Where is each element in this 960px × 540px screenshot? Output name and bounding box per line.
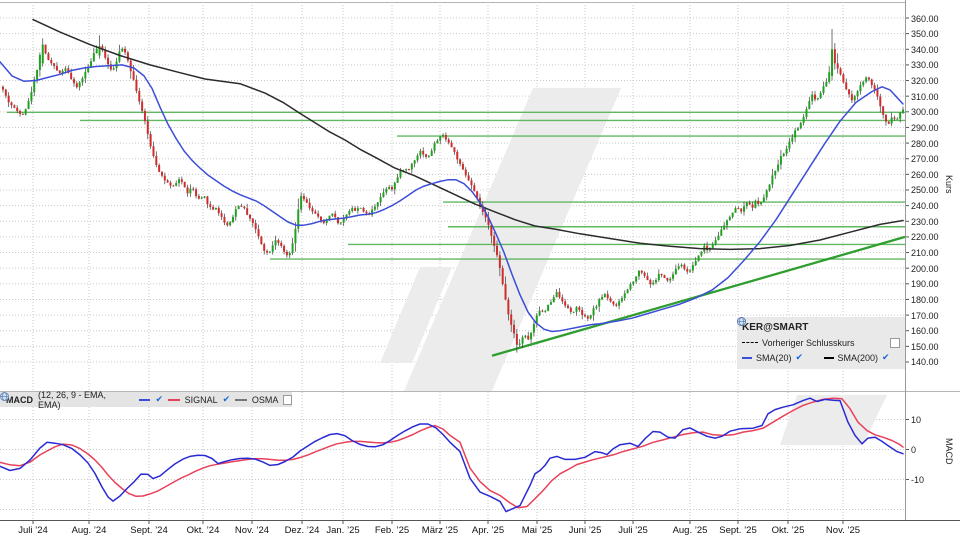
- kurs-tick-label: 350.00: [911, 29, 939, 40]
- kurs-tick-label: 190.00: [911, 279, 939, 290]
- sma20-line-sample: [742, 356, 752, 359]
- sma20-checkmark[interactable]: ✔: [795, 352, 804, 362]
- kurs-tick-label: 240.00: [911, 201, 939, 212]
- x-axis-label: Okt. ’25: [771, 525, 805, 536]
- macd-legend: MACD (12, 26, 9 - EMA, EMA) ✔ SIGNAL ✔ O…: [0, 389, 293, 410]
- kurs-tick-label: 200.00: [911, 263, 939, 274]
- kurs-tick-label: 280.00: [911, 138, 939, 149]
- panel-separator: [0, 391, 960, 392]
- x-axis-label: Okt. ’24: [186, 525, 220, 536]
- kurs-tick-label: 290.00: [911, 122, 939, 133]
- signal-label: SIGNAL: [184, 394, 218, 405]
- instrument-name: KER@SMART: [742, 322, 809, 333]
- signal-line-sample: [168, 398, 180, 401]
- sma200-line-sample: [823, 356, 834, 359]
- macd-checkmark[interactable]: ✔: [155, 394, 163, 404]
- macd-tick-label: 0: [911, 445, 917, 455]
- sma200-checkmark[interactable]: ✔: [882, 352, 890, 362]
- kurs-tick-label: 330.00: [911, 60, 939, 71]
- osma-line-sample: [235, 398, 247, 401]
- x-axis-label: Jan. ’25: [326, 525, 360, 536]
- macd-axis-title: MACD: [944, 438, 954, 465]
- kurs-tick-label: 360.00: [911, 13, 939, 24]
- sma200-label: SMA(200): [837, 352, 879, 363]
- kurs-tick-label: 270.00: [911, 154, 939, 165]
- kurs-tick-label: 150.00: [911, 341, 939, 352]
- kurs-tick-label: 210.00: [911, 248, 939, 259]
- x-axis-label: Nov. ’24: [234, 525, 270, 536]
- macd-params: (12, 26, 9 - EMA, EMA): [38, 389, 107, 410]
- signal-checkmark[interactable]: ✔: [222, 394, 231, 404]
- x-axis-label: Aug. ’24: [71, 525, 107, 536]
- x-axis-label: März ’25: [421, 525, 459, 536]
- x-axis-label: Juli ’25: [618, 525, 648, 536]
- macd-tick-label: -10: [911, 475, 925, 485]
- sma200-globe-icon[interactable]: [737, 317, 900, 362]
- x-axis-label: Apr. ’25: [471, 525, 505, 536]
- x-axis-label: Mai ’25: [521, 525, 553, 536]
- xaxis-line: [0, 520, 960, 521]
- x-axis-label: Feb. ’25: [374, 525, 410, 536]
- candlestick-layer: [2, 28, 904, 353]
- kurs-tick-label: 300.00: [911, 107, 939, 118]
- kurs-tick-label: 160.00: [911, 326, 939, 337]
- macd-title: MACD: [6, 394, 33, 405]
- chart-legend: KER@SMART Vorheriger Schlusskurs SMA(20)…: [737, 317, 905, 369]
- x-axis-label: Sept. ’25: [719, 525, 757, 536]
- osma-checkbox[interactable]: [283, 394, 293, 405]
- yaxis-line: [905, 0, 906, 520]
- sma20-label: SMA(20): [756, 352, 792, 363]
- kurs-tick-label: 180.00: [911, 294, 939, 305]
- prev-close-line-sample: [742, 342, 758, 343]
- prev-close-checkbox[interactable]: [890, 337, 900, 348]
- kurs-tick-label: 310.00: [911, 91, 939, 102]
- macd-line-sample: [138, 398, 151, 401]
- kurs-tick-label: 340.00: [911, 44, 939, 55]
- macd-globe-icon[interactable]: [0, 392, 127, 404]
- kurs-axis-title: Kurs: [944, 175, 954, 194]
- kurs-tick-label: 230.00: [911, 216, 939, 227]
- kurs-tick-label: 260.00: [911, 169, 939, 180]
- kurs-tick-label: 140.00: [911, 357, 939, 368]
- plot-top-border: [0, 2, 905, 3]
- sma20-globe-icon[interactable]: [737, 317, 813, 362]
- osma-label: OSMA: [251, 394, 279, 405]
- x-axis-label: Juni ’25: [568, 525, 602, 536]
- x-axis-label: Juli ’24: [18, 525, 48, 536]
- kurs-tick-label: 220.00: [911, 232, 939, 243]
- kurs-tick-label: 250.00: [911, 185, 939, 196]
- kurs-tick-label: 170.00: [911, 310, 939, 321]
- kurs-tick-label: 320.00: [911, 76, 939, 87]
- x-axis-label: Dez. ’24: [284, 525, 320, 536]
- x-axis-label: Sept. ’24: [130, 525, 168, 536]
- x-axis-label: Nov. ’25: [825, 525, 861, 536]
- globe-icon[interactable]: [737, 317, 821, 332]
- x-axis-label: Aug. ’25: [672, 525, 708, 536]
- prev-close-label: Vorheriger Schlusskurs: [762, 337, 855, 348]
- macd-tick-label: 10: [911, 415, 922, 425]
